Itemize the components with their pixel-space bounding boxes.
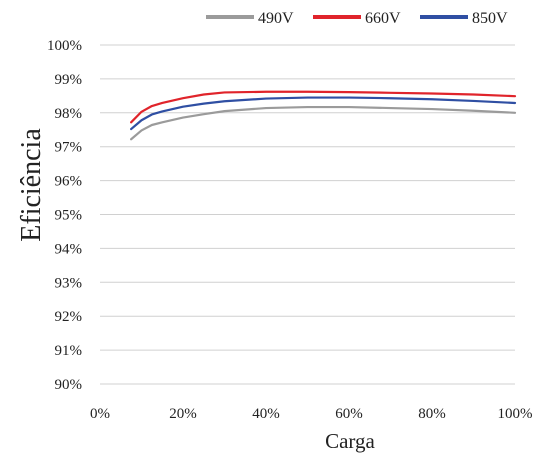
x-tick-label: 100% <box>498 406 533 422</box>
y-tick-label: 99% <box>55 72 83 88</box>
x-tick-label: 0% <box>90 406 110 422</box>
y-tick-label: 93% <box>55 275 83 291</box>
x-axis-title: Carga <box>325 429 375 453</box>
series-line-490V <box>130 105 517 141</box>
y-tick-label: 97% <box>55 140 83 156</box>
legend-label-660V: 660V <box>365 10 401 27</box>
legend: 490V 660V 850V <box>206 10 508 27</box>
x-tick-label: 40% <box>252 406 280 422</box>
y-tick-label: 94% <box>55 241 83 257</box>
grid-layer <box>100 44 515 385</box>
y-tick-label: 98% <box>55 106 83 122</box>
x-tick-label: 80% <box>418 406 446 422</box>
series-line-660V <box>130 90 517 124</box>
y-tick-label: 96% <box>55 174 83 190</box>
x-tick-label: 60% <box>335 406 363 422</box>
series-layer <box>130 90 517 141</box>
y-tick-label: 91% <box>55 343 83 359</box>
axis-layer: 90% 91% 92% 93% 94% 95% 96% 97% 98% 99% 100% 0% 20% 4… <box>47 38 533 422</box>
legend-label-850V: 850V <box>472 10 508 27</box>
legend-label-490V: 490V <box>258 10 294 27</box>
y-tick-label: 95% <box>55 208 83 224</box>
y-tick-label: 90% <box>55 377 83 393</box>
y-tick-label: 100% <box>47 38 82 54</box>
series-line-850V <box>130 96 517 131</box>
y-tick-label: 92% <box>55 309 83 325</box>
x-tick-label: 20% <box>169 406 197 422</box>
y-axis-title: Eficiência <box>16 128 47 242</box>
